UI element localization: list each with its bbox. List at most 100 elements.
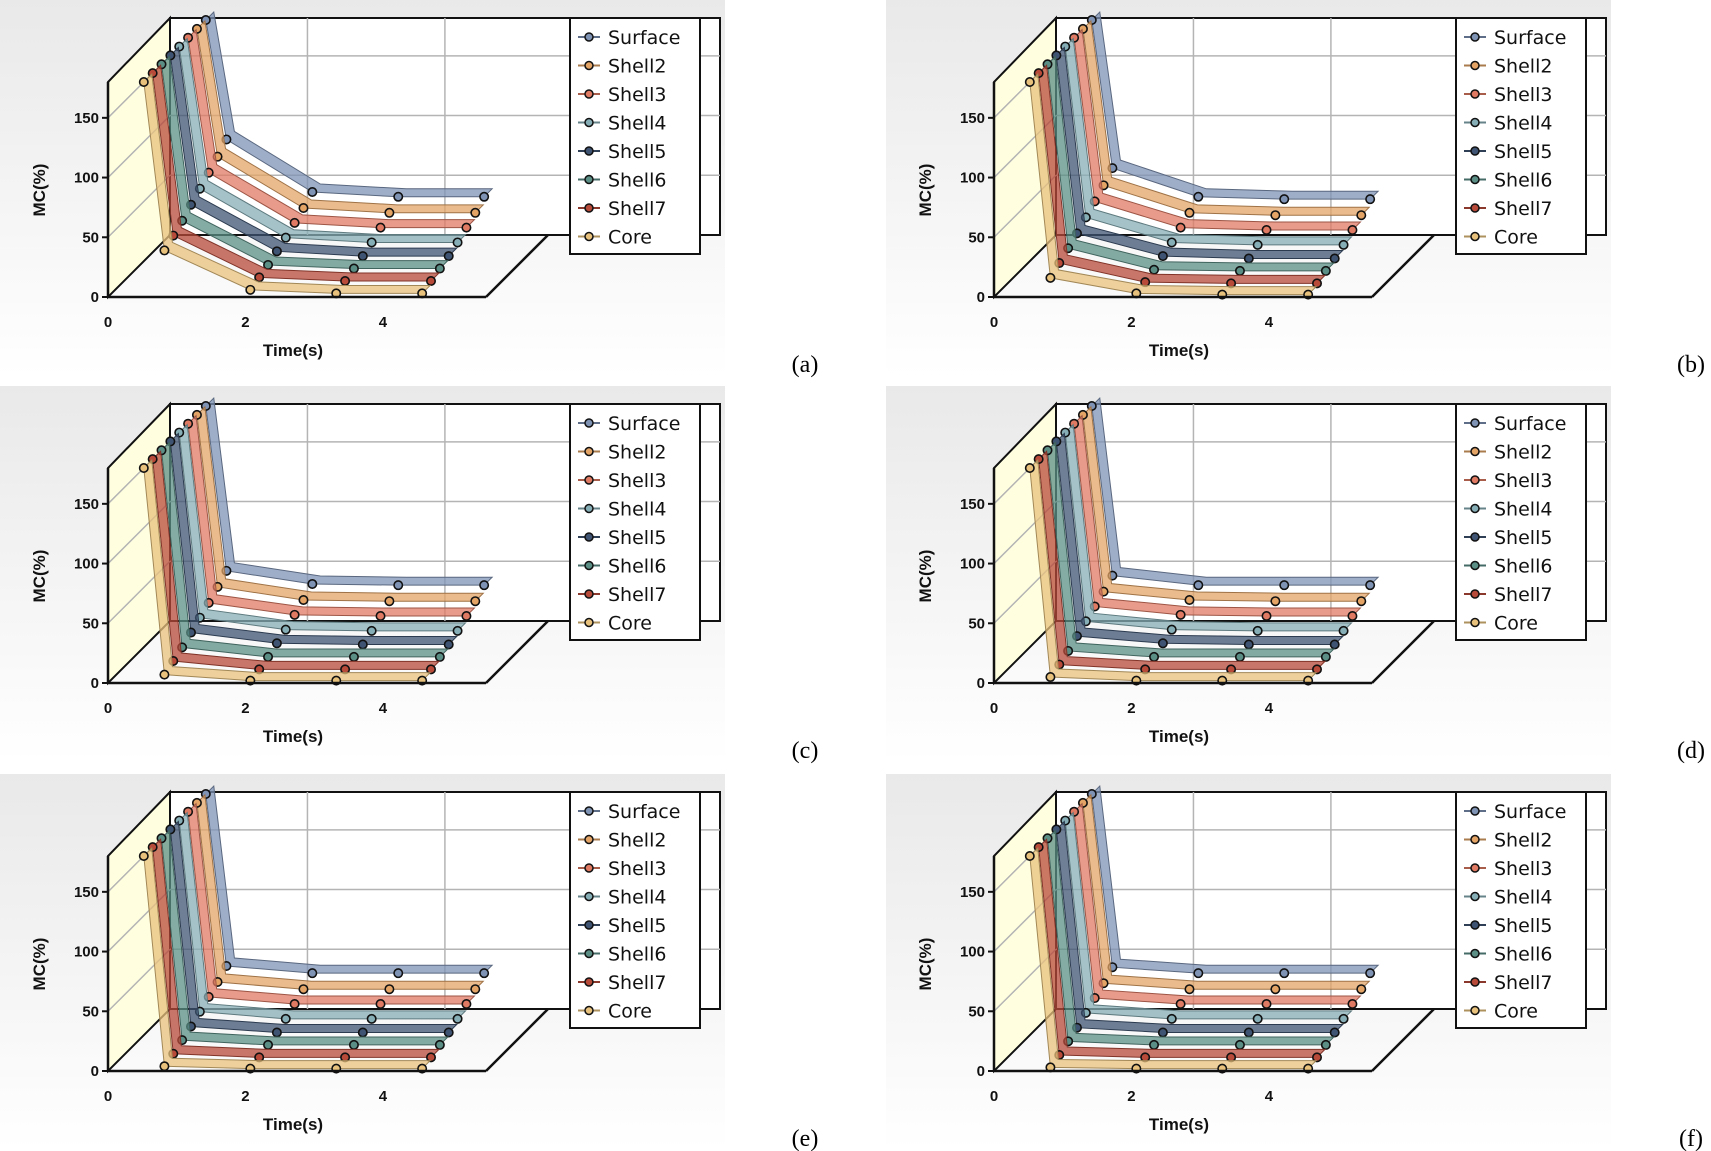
data-point-shell6: [348, 263, 359, 274]
data-point-shell3: [1261, 999, 1272, 1010]
y-tick-label: 50: [82, 615, 99, 632]
x-tick-label: 4: [1265, 314, 1274, 331]
legend-label-shell7: Shell7: [608, 198, 666, 220]
data-point-core: [138, 463, 149, 474]
data-point-shell2: [1184, 984, 1195, 995]
data-point-shell5: [271, 246, 282, 257]
series-ribbon-core: [143, 458, 432, 682]
legend-label-shell7: Shell7: [608, 584, 666, 606]
series-ribbon-shell4: [178, 37, 467, 243]
legend-box: [569, 791, 701, 1029]
y-tick-label: 100: [74, 556, 99, 573]
legend-marker-shell7: [1470, 977, 1480, 987]
series-ribbon-shell3: [1073, 414, 1362, 617]
data-point-shell5: [1243, 1027, 1254, 1038]
data-point-shell2: [1184, 594, 1195, 605]
data-point-shell4: [452, 625, 463, 636]
data-point-shell3: [289, 999, 300, 1010]
legend-label-shell3: Shell3: [608, 470, 666, 492]
data-point-core: [245, 284, 256, 295]
series-ribbon-shell3: [187, 414, 476, 617]
series-ribbon-shell2: [1082, 405, 1371, 602]
y-axis-title: MC(%): [916, 164, 935, 217]
legend-label-shell5: Shell5: [1494, 527, 1552, 549]
legend-marker-surface: [584, 32, 594, 42]
legend-marker-shell3: [1470, 89, 1480, 99]
data-point-shell3: [289, 609, 300, 620]
y-tick-label: 150: [74, 110, 99, 127]
data-point-shell5: [443, 639, 454, 650]
legend-marker-shell5: [584, 532, 594, 542]
legend-marker-shell7: [584, 203, 594, 213]
data-point-shell7: [426, 1052, 437, 1063]
legend-marker-shell6: [584, 174, 594, 185]
data-point-shell2: [1270, 210, 1281, 221]
data-point-shell6: [1149, 651, 1160, 662]
data-point-shell7: [1312, 1052, 1323, 1063]
legend-label-core: Core: [1494, 1001, 1538, 1023]
data-point-surface: [393, 191, 404, 202]
legend-marker-shell4: [1470, 891, 1480, 902]
series-ribbon-core: [143, 72, 432, 294]
y-tick-label: 0: [977, 289, 985, 306]
legend-marker-core: [584, 1005, 594, 1016]
series-ribbon-shell2: [1082, 19, 1371, 216]
legend-label-shell6: Shell6: [608, 556, 666, 578]
legend-marker-shell7: [1470, 589, 1480, 599]
data-point-shell4: [1338, 1013, 1349, 1024]
legend-marker-shell7: [1470, 203, 1480, 213]
legend-marker-shell2: [584, 834, 594, 845]
data-point-shell4: [1252, 625, 1263, 636]
y-tick-label: 100: [74, 944, 99, 961]
legend-box: [1455, 403, 1587, 641]
legend-marker-shell6: [584, 948, 594, 959]
series-ribbon-surface: [1091, 784, 1380, 974]
legend-label-shell3: Shell3: [608, 84, 666, 106]
x-axis-title: Time(s): [263, 341, 323, 360]
legend-marker-shell4: [1470, 503, 1480, 514]
data-point-surface: [1193, 191, 1204, 202]
data-point-shell7: [1312, 664, 1323, 675]
legend-label-shell4: Shell4: [1494, 499, 1552, 521]
data-point-shell4: [1338, 625, 1349, 636]
data-point-shell3: [1347, 225, 1358, 236]
data-point-shell5: [357, 639, 368, 650]
data-point-shell2: [298, 203, 309, 214]
data-point-shell3: [375, 222, 386, 233]
data-point-shell6: [1320, 265, 1331, 276]
data-point-surface: [1279, 194, 1290, 205]
data-point-core: [1024, 851, 1035, 862]
x-tick-label: 0: [990, 314, 998, 331]
series-ribbon-shell4: [178, 811, 467, 1020]
x-tick-label: 4: [379, 1088, 388, 1105]
legend-marker-surface: [584, 418, 594, 428]
chart-panel-a: 0 50 100 150 0 2 4 Time(s) MC(%) Surface Shell2 She…: [0, 0, 818, 378]
legend-box: [569, 17, 701, 255]
data-point-shell2: [470, 207, 481, 218]
y-tick-label: 100: [74, 170, 99, 187]
legend-label-surface: Surface: [608, 413, 680, 435]
panel-label: (e): [792, 1126, 819, 1151]
y-tick-label: 50: [968, 615, 985, 632]
legend-label-surface: Surface: [1494, 801, 1566, 823]
legend-marker-shell6: [584, 560, 594, 571]
legend-marker-shell4: [1470, 117, 1480, 128]
series-ribbon-shell4: [1064, 811, 1353, 1020]
data-point-shell2: [1356, 596, 1367, 607]
data-point-shell2: [1270, 984, 1281, 995]
data-point-shell4: [1252, 1013, 1263, 1024]
data-point-shell6: [1149, 1039, 1160, 1050]
series-ribbon-shell3: [187, 28, 476, 229]
chart-panel-d: 0 50 100 150 0 2 4 Time(s) MC(%) Surface Shell2 She…: [886, 386, 1705, 764]
data-point-shell3: [289, 217, 300, 228]
data-point-shell5: [271, 1027, 282, 1038]
series-ribbon-shell2: [196, 405, 485, 602]
series-ribbon-shell6: [1046, 55, 1336, 272]
legend-marker-shell5: [584, 920, 594, 930]
series-ribbon-shell6: [160, 829, 450, 1046]
data-point-surface: [479, 580, 490, 591]
legend-marker-shell4: [584, 503, 594, 514]
data-point-shell2: [298, 594, 309, 605]
y-tick-label: 150: [74, 884, 99, 901]
legend-marker-shell3: [584, 89, 594, 99]
